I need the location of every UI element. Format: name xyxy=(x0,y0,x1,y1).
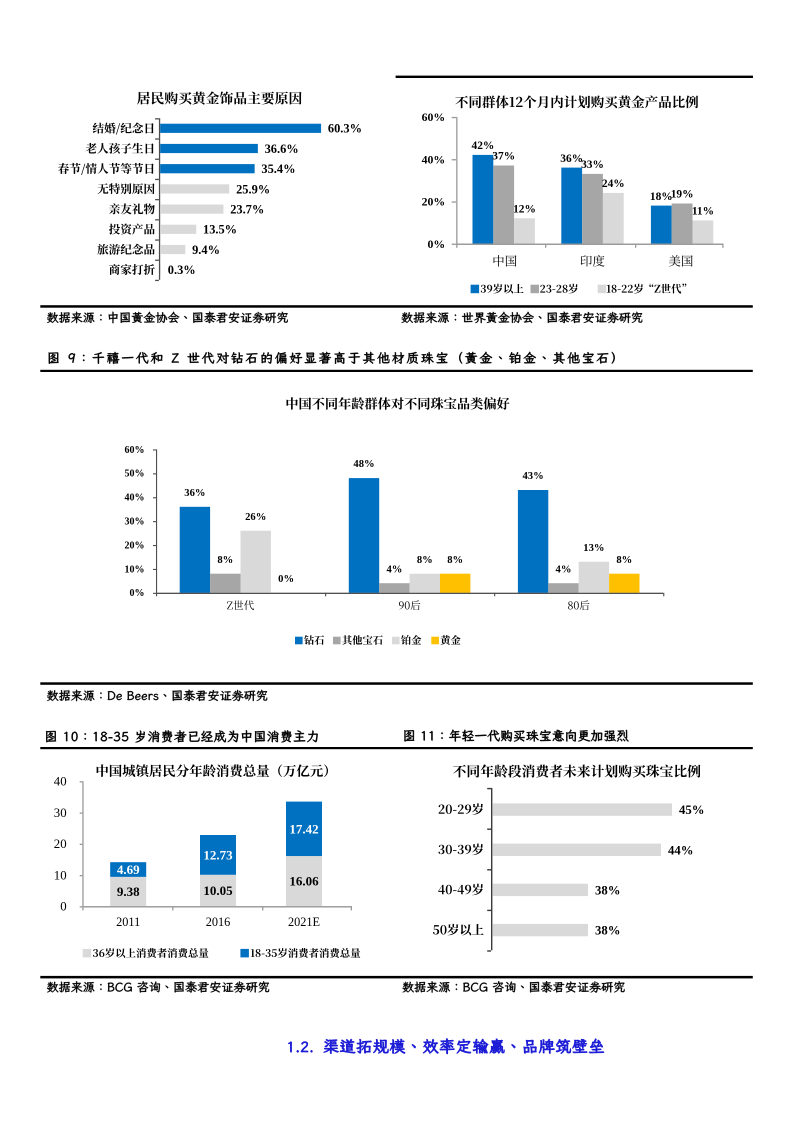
svg-text:4%: 4% xyxy=(556,564,572,575)
svg-text:8%: 8% xyxy=(616,555,632,566)
svg-text:48%: 48% xyxy=(353,459,374,470)
svg-text:10: 10 xyxy=(54,868,67,882)
svg-text:60%: 60% xyxy=(422,110,446,124)
svg-text:2011: 2011 xyxy=(116,915,140,929)
svg-text:19%: 19% xyxy=(671,189,694,201)
svg-text:38%: 38% xyxy=(595,924,620,938)
svg-text:20: 20 xyxy=(54,837,67,851)
svg-text:13.5%: 13.5% xyxy=(203,223,237,237)
svg-text:40%: 40% xyxy=(125,493,145,504)
svg-text:20%: 20% xyxy=(422,195,446,209)
svg-text:30%: 30% xyxy=(125,517,145,528)
svg-text:0.3%: 0.3% xyxy=(168,263,196,277)
svg-text:60%: 60% xyxy=(125,445,145,456)
svg-text:4%: 4% xyxy=(386,564,402,575)
svg-text:2016: 2016 xyxy=(206,915,231,929)
svg-text:38%: 38% xyxy=(595,883,620,897)
svg-text:50%: 50% xyxy=(125,469,145,480)
svg-text:26%: 26% xyxy=(245,512,266,523)
svg-text:18%: 18% xyxy=(650,191,673,203)
svg-text:8%: 8% xyxy=(447,555,463,566)
svg-text:24%: 24% xyxy=(602,178,625,190)
svg-text:8%: 8% xyxy=(417,555,433,566)
svg-text:0: 0 xyxy=(60,900,66,914)
svg-text:45%: 45% xyxy=(679,803,704,817)
svg-text:33%: 33% xyxy=(581,159,604,171)
svg-text:0%: 0% xyxy=(427,237,445,251)
svg-text:16.06: 16.06 xyxy=(289,874,319,889)
svg-text:12%: 12% xyxy=(513,204,536,216)
svg-text:40: 40 xyxy=(54,775,67,789)
svg-text:36.6%: 36.6% xyxy=(265,142,299,156)
svg-text:8%: 8% xyxy=(217,555,233,566)
svg-text:40%: 40% xyxy=(422,152,446,166)
svg-text:9.4%: 9.4% xyxy=(192,243,220,257)
svg-text:23.7%: 23.7% xyxy=(230,203,264,217)
svg-text:36%: 36% xyxy=(560,153,583,165)
svg-text:11%: 11% xyxy=(692,206,714,218)
svg-text:30: 30 xyxy=(54,806,67,820)
svg-text:4.69: 4.69 xyxy=(117,862,140,877)
svg-text:12.73: 12.73 xyxy=(203,847,233,862)
svg-text:36%: 36% xyxy=(184,488,205,499)
svg-text:60.3%: 60.3% xyxy=(328,122,362,136)
svg-text:2021E: 2021E xyxy=(288,915,320,929)
svg-text:13%: 13% xyxy=(583,543,604,554)
svg-text:10%: 10% xyxy=(125,564,145,575)
svg-text:9.38: 9.38 xyxy=(117,884,140,899)
svg-text:35.4%: 35.4% xyxy=(261,162,295,176)
svg-text:44%: 44% xyxy=(668,843,693,857)
svg-text:20%: 20% xyxy=(125,540,145,551)
svg-text:0%: 0% xyxy=(278,574,294,585)
svg-text:10.05: 10.05 xyxy=(203,883,233,898)
svg-text:42%: 42% xyxy=(472,140,495,152)
svg-text:25.9%: 25.9% xyxy=(236,182,270,196)
svg-text:37%: 37% xyxy=(492,151,515,163)
svg-text:0%: 0% xyxy=(130,588,145,599)
svg-text:43%: 43% xyxy=(523,471,544,482)
svg-text:17.42: 17.42 xyxy=(289,821,318,836)
